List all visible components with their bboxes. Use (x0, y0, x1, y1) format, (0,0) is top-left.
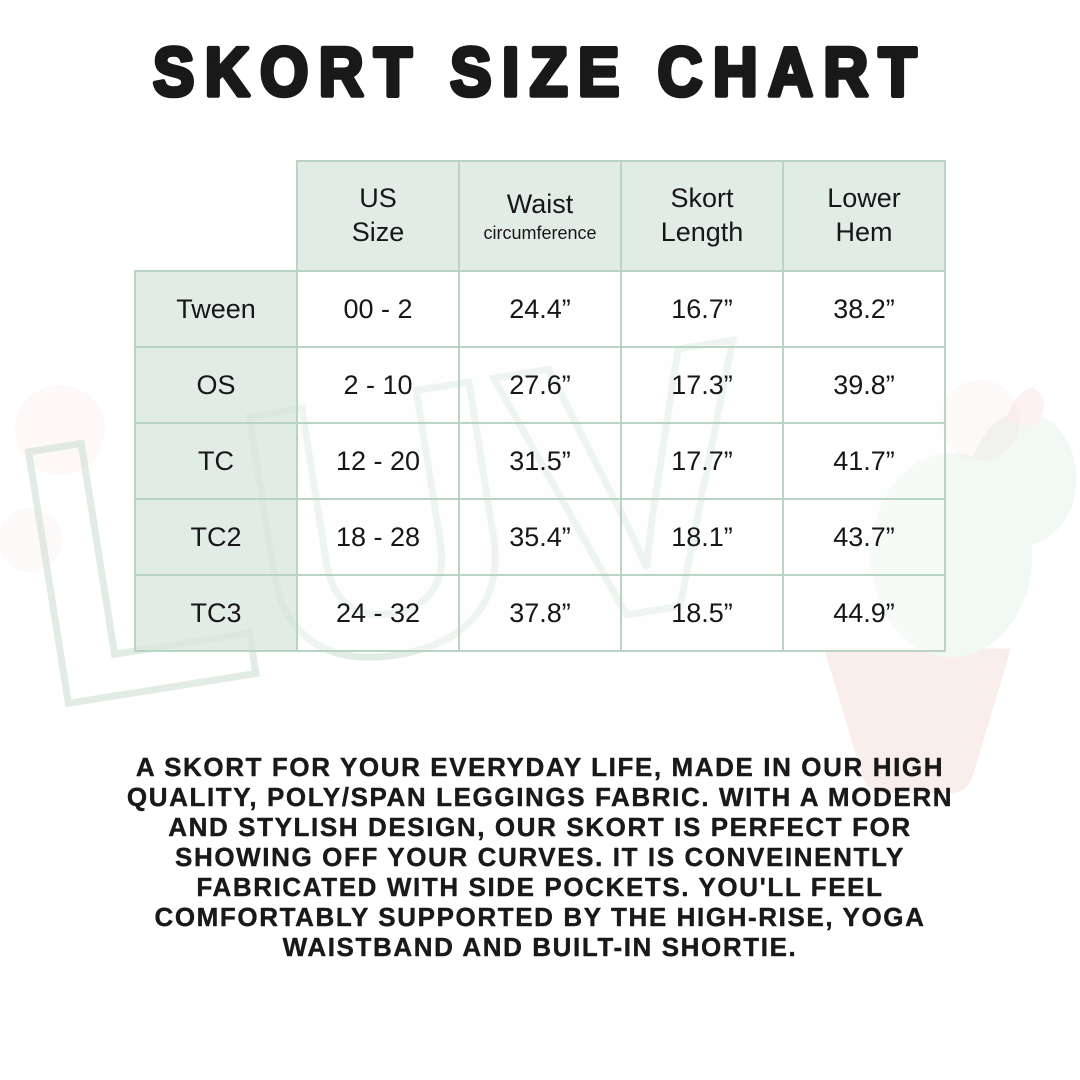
svg-text:quality, poly/span leggings fa: quality, poly/span leggings fabric. with… (127, 782, 953, 812)
svg-text:A skort for your everyday life: A skort for your everyday life, made in … (136, 752, 944, 782)
svg-text:comfortably supported by the h: comfortably supported by the high-rise, … (154, 902, 925, 932)
svg-text:waistband and built-in shortie: waistband and built-in shortie. (283, 932, 798, 962)
svg-text:SKORT SIZE CHART: SKORT SIZE CHART (153, 34, 927, 110)
svg-text:fabricated with side pockets.: fabricated with side pockets. you'll fee… (196, 872, 883, 902)
svg-text:showing off your curves. it is: showing off your curves. it is conveinen… (175, 842, 905, 872)
svg-text:and stylish design, our skort: and stylish design, our skort is perfect… (168, 812, 912, 842)
